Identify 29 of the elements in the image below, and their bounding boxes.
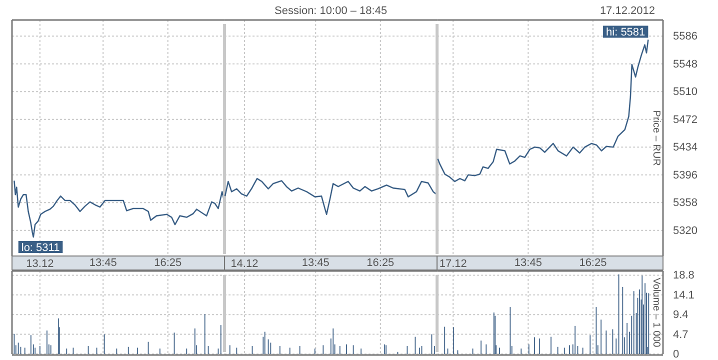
y-tick-label: 0 bbox=[673, 348, 680, 360]
y-tick-label: 18.8 bbox=[673, 270, 694, 282]
x-axis-title: 14.12 bbox=[230, 258, 258, 270]
x-tick-label: 13:45 bbox=[89, 256, 117, 269]
x-tick-label: 16:25 bbox=[579, 256, 607, 269]
y-tick-label: 5434 bbox=[673, 142, 698, 154]
y-tick-label: 5358 bbox=[673, 197, 698, 210]
y-tick-label: 5320 bbox=[673, 224, 698, 237]
y-tick-label: 5396 bbox=[673, 169, 698, 182]
y-tick-label: 5548 bbox=[673, 58, 698, 70]
y-axis-title: Price – RUR bbox=[650, 110, 662, 166]
y-tick-label: 9.4 bbox=[673, 309, 688, 322]
x-axis-title: 13.12 bbox=[26, 258, 54, 270]
line-series bbox=[437, 39, 649, 182]
x-axis-title: 17.12 bbox=[439, 258, 467, 270]
x-tick-label: 16:25 bbox=[366, 256, 394, 269]
y-axis-title: Volume – 1 000 bbox=[650, 278, 662, 348]
y-tick-label: 14.1 bbox=[673, 289, 694, 302]
chart-title: Session: 10:00 – 18:45 bbox=[274, 5, 388, 17]
annotation: lo: 5311 bbox=[21, 242, 60, 254]
y-tick-label: 5472 bbox=[673, 114, 698, 126]
y-tick-label: 5510 bbox=[673, 86, 698, 98]
annotation: hi: 5581 bbox=[606, 26, 646, 39]
x-tick-label: 16:25 bbox=[154, 256, 182, 269]
text: 17.12.2012 bbox=[600, 5, 655, 17]
x-tick-label: 13:45 bbox=[302, 256, 330, 269]
x-tick-label: 13:45 bbox=[514, 256, 542, 269]
y-tick-label: 4.7 bbox=[673, 328, 688, 341]
y-tick-label: 5586 bbox=[673, 30, 698, 43]
